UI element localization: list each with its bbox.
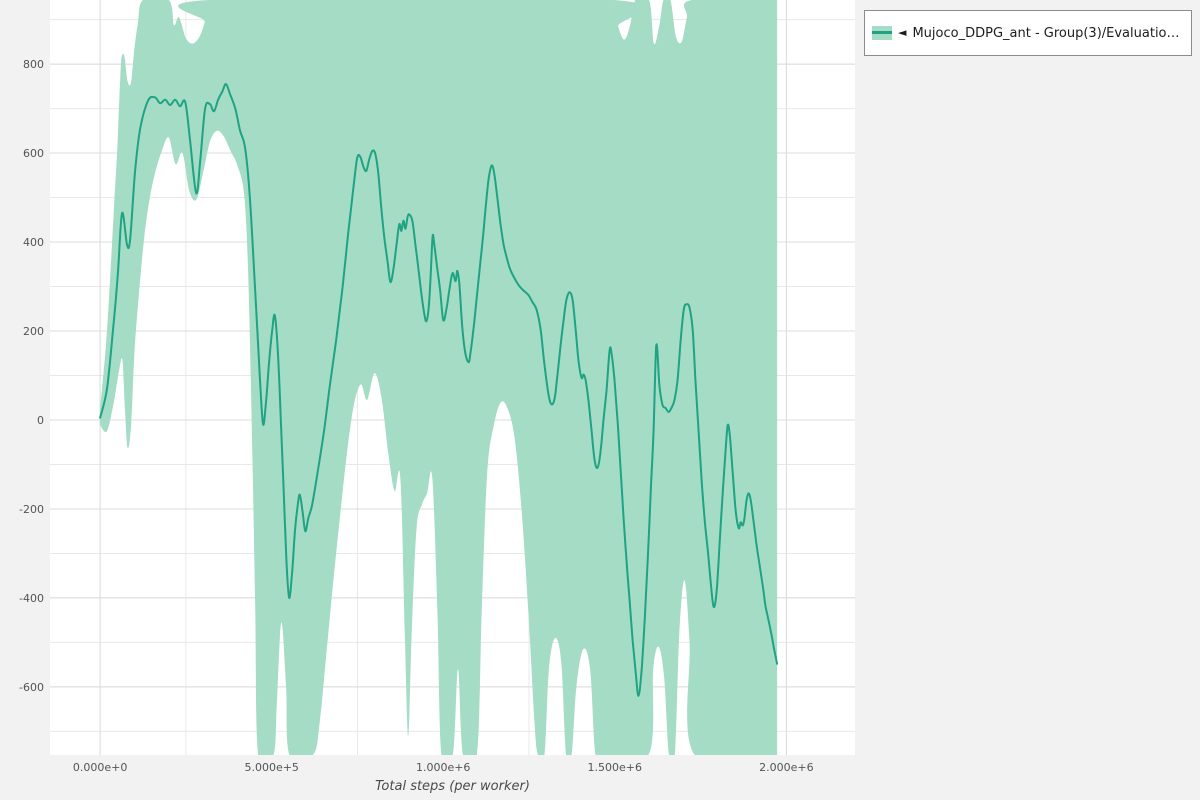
- legend-swatch-line-icon: [872, 31, 892, 34]
- x-tick-label: 2.000e+6: [759, 761, 813, 774]
- y-tick-label: 800: [23, 58, 44, 71]
- legend-series-swatch: [872, 26, 892, 40]
- legend-series-label: Mujoco_DDPG_ant - Group(3)/Evaluation Re…: [912, 25, 1184, 41]
- y-tick-label: -600: [19, 681, 44, 694]
- y-tick-label: 0: [37, 414, 44, 427]
- mean-reward-line: [99, 83, 779, 697]
- y-tick-label: 600: [23, 147, 44, 160]
- x-tick-label: 1.500e+6: [588, 761, 642, 774]
- y-tick-label: 400: [23, 236, 44, 249]
- x-tick-label: 1.000e+6: [416, 761, 470, 774]
- y-tick-label: -200: [19, 503, 44, 516]
- y-tick-label: 200: [23, 325, 44, 338]
- legend[interactable]: ◄ Mujoco_DDPG_ant - Group(3)/Evaluation …: [864, 10, 1192, 56]
- x-tick-label: 0.000e+0: [73, 761, 127, 774]
- legend-collapse-arrow-icon[interactable]: ◄: [898, 26, 907, 39]
- y-tick-label: -400: [19, 592, 44, 605]
- x-axis-title: Total steps (per worker): [375, 779, 530, 794]
- confidence-band: [100, 0, 778, 755]
- x-tick-label: 5.000e+5: [244, 761, 298, 774]
